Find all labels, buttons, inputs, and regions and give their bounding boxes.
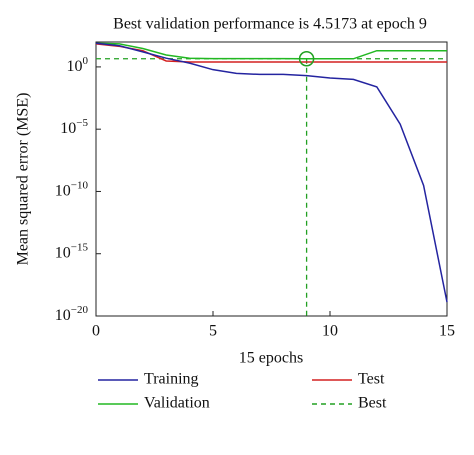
- plot-frame: [95, 41, 448, 317]
- y-tick-label: 10−5: [60, 117, 88, 137]
- legend-label: Training: [144, 371, 199, 388]
- series-line: [95, 42, 448, 303]
- best-marker: [298, 51, 315, 67]
- legend-label: Validation: [144, 395, 210, 412]
- chart-title: Best validation performance is 4.5173 at…: [113, 16, 427, 33]
- series-line: [95, 43, 447, 63]
- y-tick-label: 100: [67, 54, 89, 74]
- x-tick-label: 15: [439, 323, 455, 340]
- y-tick-label: 10−20: [55, 304, 89, 324]
- y-tick-label: 10−15: [55, 241, 89, 261]
- x-tick-label: 5: [209, 323, 217, 340]
- legend-label: Test: [358, 371, 385, 388]
- x-tick-label: 0: [92, 323, 100, 340]
- series-line: [95, 42, 447, 60]
- y-axis-label: Mean squared error (MSE): [15, 93, 32, 266]
- x-tick-label: 10: [322, 323, 338, 340]
- legend-label: Best: [358, 395, 387, 412]
- y-tick-label: 10−10: [55, 179, 89, 199]
- x-axis-label: 15 epochs: [239, 350, 303, 367]
